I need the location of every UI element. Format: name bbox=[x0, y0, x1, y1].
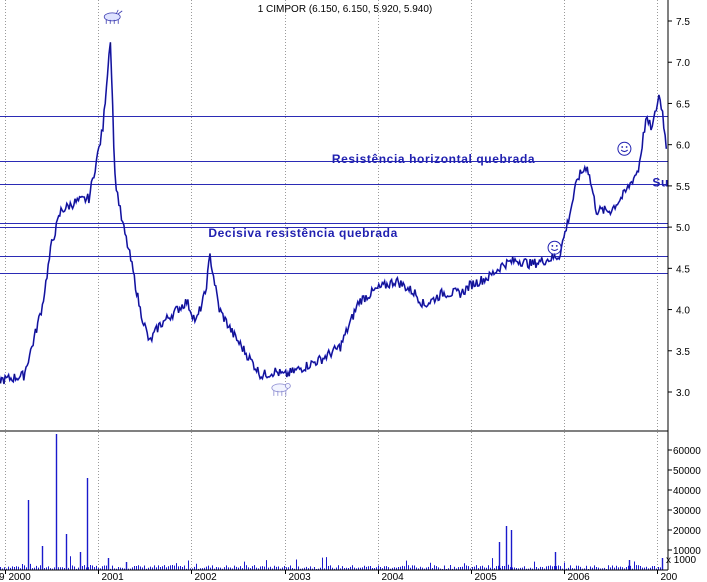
price-tick-label: 3.5 bbox=[676, 347, 690, 358]
x-tick-label: 2004 bbox=[382, 572, 405, 582]
smiley-icon bbox=[617, 141, 632, 156]
bear-icon bbox=[271, 382, 291, 396]
chart-markers bbox=[103, 9, 632, 396]
price-tick-label: 4.0 bbox=[676, 306, 690, 317]
bull-icon bbox=[103, 9, 123, 24]
horizontal-levels bbox=[0, 116, 668, 274]
price-tick-label: 4.5 bbox=[676, 264, 690, 275]
volume-tick-label: 20000 bbox=[673, 526, 701, 537]
volume-scale-label: x 1000 bbox=[666, 555, 696, 566]
x-tick-label: 2006 bbox=[568, 572, 591, 582]
price-axis-ticks: 3.0 3.5 4.0 4.5 5.0 5.5 6.0 6.5 7.0 7.5 bbox=[668, 17, 690, 399]
price-tick-label: 6.0 bbox=[676, 141, 690, 152]
price-tick-label: 6.5 bbox=[676, 99, 690, 110]
annotation-label: Su bbox=[652, 176, 669, 190]
volume-tick-label: 40000 bbox=[673, 486, 701, 497]
x-tick-label: 2005 bbox=[475, 572, 498, 582]
volume-tick-label: 50000 bbox=[673, 466, 701, 477]
price-tick-label: 5.0 bbox=[676, 223, 690, 234]
volume-tick-label: 10000 bbox=[673, 546, 701, 557]
x-tick-label: 200 bbox=[661, 572, 678, 582]
volume-tick-label: 60000 bbox=[673, 446, 701, 457]
price-tick-label: 3.0 bbox=[676, 388, 690, 399]
price-tick-label: 7.0 bbox=[676, 58, 690, 69]
volume-axis-ticks: 10000 20000 30000 40000 50000 60000 bbox=[668, 446, 701, 557]
chart-annotations: Resistência horizontal quebrada Su Decisiv… bbox=[208, 152, 669, 240]
x-tick-label: 2000 bbox=[9, 572, 32, 582]
price-line-shadow bbox=[0, 42, 667, 385]
x-tick-label: 2001 bbox=[102, 572, 125, 582]
volume-tick-label: 30000 bbox=[673, 506, 701, 517]
chart-title: 1 CIMPOR (6.150, 6.150, 5.920, 5.940) bbox=[258, 4, 433, 15]
annotation-label: Decisiva resistência quebrada bbox=[208, 226, 398, 240]
smiley-icon bbox=[547, 240, 562, 255]
volume-bars bbox=[0, 434, 664, 570]
price-tick-label: 7.5 bbox=[676, 17, 690, 28]
x-tick-label: 2002 bbox=[195, 572, 218, 582]
x-axis-ticks: 9 2000 2001 2002 2003 2004 2005 2006 200 bbox=[0, 570, 678, 582]
price-tick-label: 5.5 bbox=[676, 182, 690, 193]
x-tick-label: 2003 bbox=[289, 572, 312, 582]
price-series bbox=[0, 42, 668, 385]
annotation-label: Resistência horizontal quebrada bbox=[332, 152, 535, 166]
chart-axes bbox=[0, 0, 669, 571]
x-tick-label: 9 bbox=[0, 572, 5, 582]
